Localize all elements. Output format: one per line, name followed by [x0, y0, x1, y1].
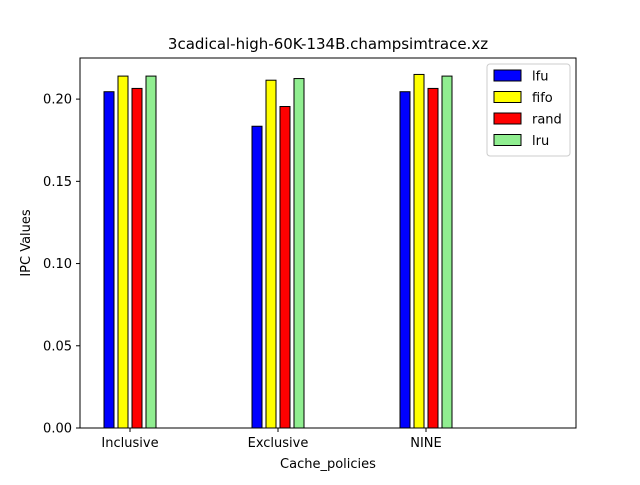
legend-swatch-lfu [493, 69, 522, 82]
plot-frame [79, 57, 577, 429]
y-axis-label: IPC Values [19, 209, 34, 277]
legend-box [486, 63, 571, 157]
y-tick-label: 0.05 [43, 339, 72, 354]
bar-fifo-exclusive [265, 79, 277, 429]
legend: lfu fifo rand lru [486, 63, 571, 157]
x-tick-label: NINE [410, 436, 442, 451]
legend-swatch-lru [493, 134, 522, 146]
bar-rand-inclusive [131, 87, 143, 429]
legend-label-lru: lru [532, 134, 549, 149]
y-tick-label: 0.15 [43, 175, 72, 190]
y-tick-label: 0.20 [43, 93, 72, 108]
bar-lru-inclusive [145, 75, 157, 429]
legend-label-fifo: fifo [532, 91, 553, 106]
bar-lru-nine [441, 75, 453, 429]
x-tick-label: Exclusive [248, 436, 309, 451]
legend-swatch-fifo [493, 91, 522, 103]
x-axis: Inclusive Exclusive NINE [101, 428, 442, 451]
y-tick-label: 0.10 [43, 257, 72, 272]
chart-title: 3cadical-high-60K-134B.champsimtrace.xz [168, 35, 488, 53]
bar-lfu-inclusive [103, 91, 115, 429]
y-axis: 0.00 0.05 0.10 0.15 0.20 [43, 93, 80, 437]
bar-lfu-nine [399, 91, 411, 429]
bar-lfu-exclusive [251, 125, 263, 429]
bar-fifo-nine [413, 73, 425, 429]
bar-fifo-inclusive [117, 75, 129, 429]
y-tick-label: 0.00 [43, 422, 72, 437]
bar-lru-exclusive [293, 78, 305, 429]
legend-label-rand: rand [532, 113, 562, 128]
legend-label-lfu: lfu [532, 70, 548, 85]
bar-rand-nine [427, 87, 439, 429]
x-tick-label: Inclusive [101, 436, 158, 451]
legend-swatch-rand [493, 112, 522, 125]
x-axis-label: Cache_policies [280, 457, 376, 472]
bar-rand-exclusive [279, 106, 291, 429]
